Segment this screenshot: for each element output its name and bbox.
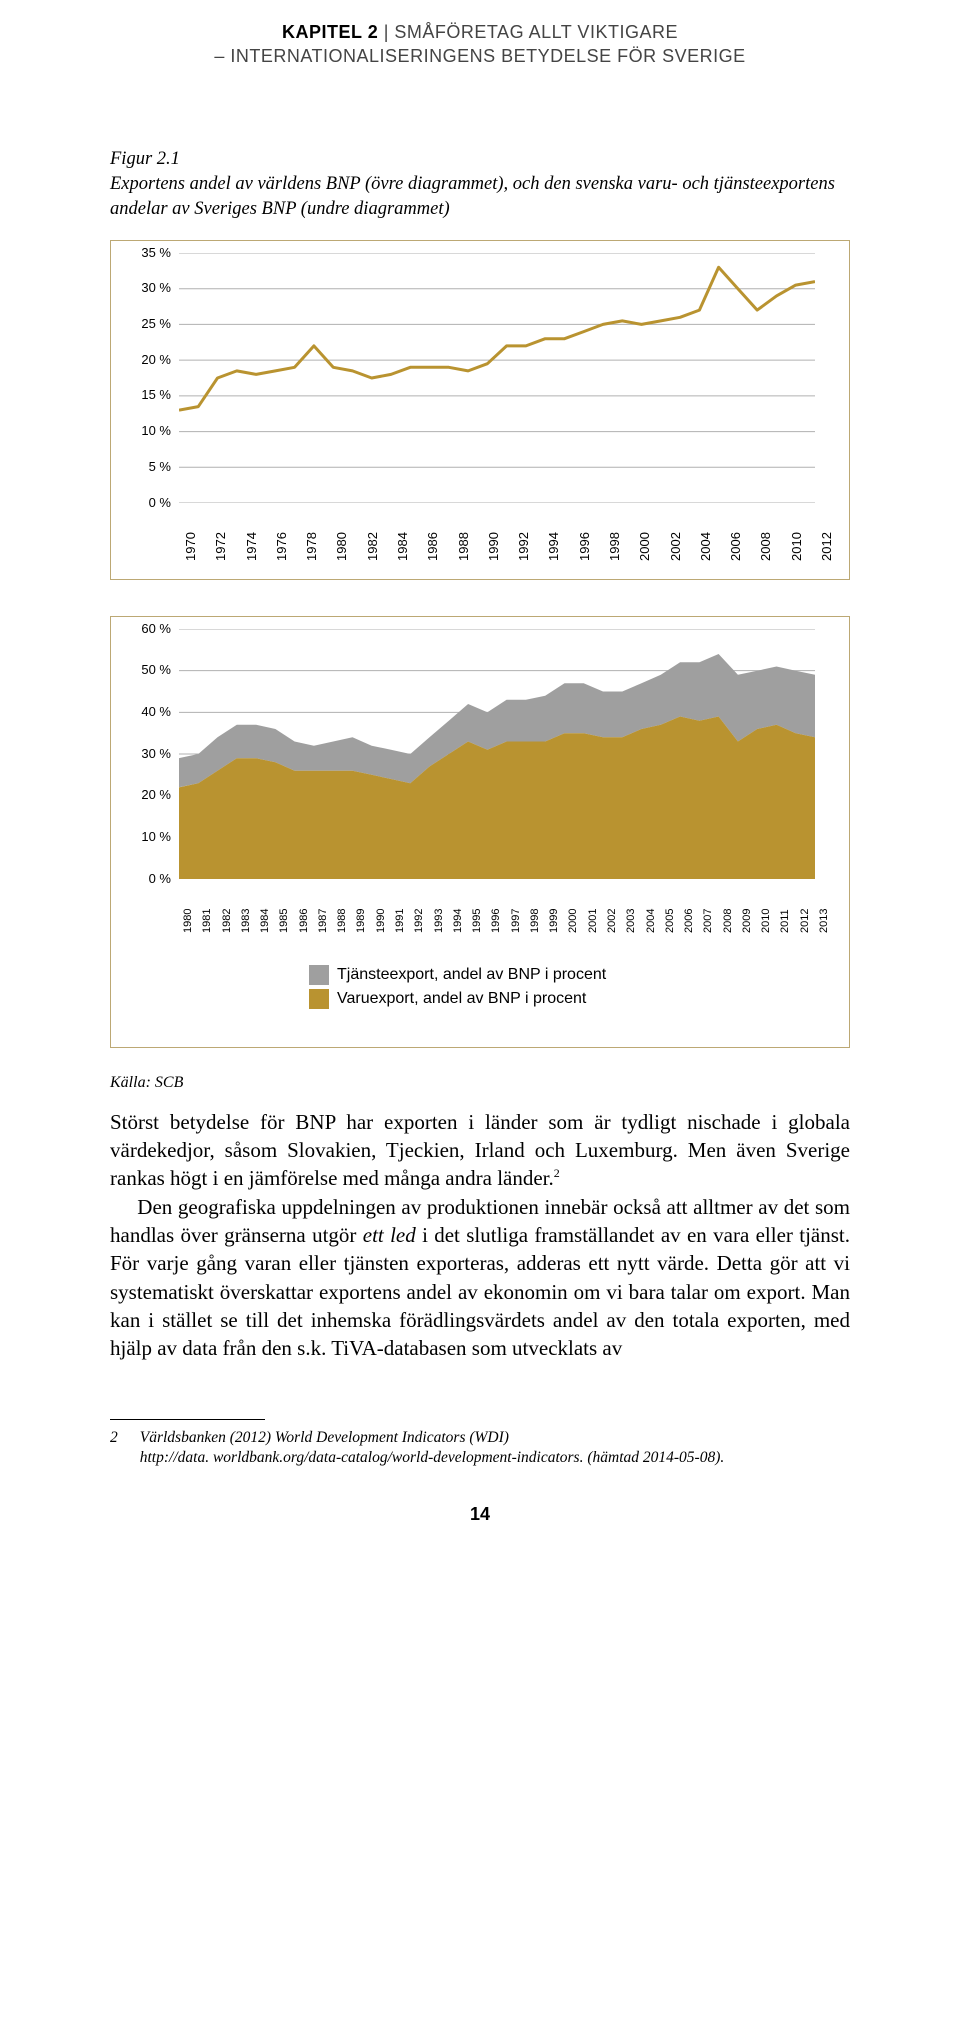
chart-upper-frame: 35 % 30 % 25 % 20 % 15 % 10 % 5 % 0 % 1970 1972 1… — [110, 240, 850, 580]
y-axis-label: 25 % — [127, 316, 171, 331]
x-axis-label: 1981 — [201, 908, 213, 932]
chart-lower: 60 %50 %40 %30 %20 %10 %0 % — [129, 629, 833, 899]
y-axis-label: 0 % — [127, 871, 171, 886]
source-line: Källa: SCB — [110, 1074, 850, 1092]
chart-upper-svg — [179, 253, 815, 503]
x-axis-label: 1992 — [516, 532, 531, 561]
x-axis-label: 2012 — [819, 532, 834, 561]
x-axis-label: 1996 — [490, 908, 502, 932]
x-axis-label: 1982 — [221, 908, 233, 932]
x-axis-label: 2009 — [741, 908, 753, 932]
x-axis-label: 2012 — [799, 908, 811, 932]
y-axis-label: 50 % — [127, 662, 171, 677]
x-axis-label: 1993 — [433, 908, 445, 932]
x-axis-label: 1984 — [259, 908, 271, 932]
y-axis-label: 5 % — [127, 459, 171, 474]
y-axis-label: 30 % — [127, 746, 171, 761]
x-axis-label: 1995 — [471, 908, 483, 932]
x-axis-label: 1997 — [510, 908, 522, 932]
x-axis-label: 1990 — [375, 908, 387, 932]
x-axis-label: 1988 — [456, 532, 471, 561]
x-axis-label: 1986 — [425, 532, 440, 561]
x-axis-label: 1985 — [278, 908, 290, 932]
x-axis-label: 2006 — [683, 908, 695, 932]
x-axis-label: 2005 — [664, 908, 676, 932]
page-header: KAPITEL 2 | SMÅFÖRETAG ALLT VIKTIGARE – … — [110, 20, 850, 69]
chapter-number: KAPITEL 2 — [282, 22, 378, 42]
legend-swatch-services — [309, 965, 329, 985]
x-axis-label: 1998 — [607, 532, 622, 561]
x-axis-label: 2011 — [779, 909, 791, 933]
chart-legend: Tjänsteexport, andel av BNP i procent Va… — [309, 963, 833, 1011]
x-axis-label: 2003 — [625, 908, 637, 932]
x-axis-label: 2008 — [722, 908, 734, 932]
x-axis-label: 1972 — [213, 532, 228, 561]
x-axis-label: 1983 — [240, 908, 252, 932]
y-axis-label: 30 % — [127, 280, 171, 295]
x-axis-label: 1984 — [395, 532, 410, 561]
chart-upper: 35 %30 %25 %20 %15 %10 %5 %0 % — [129, 253, 833, 523]
x-axis-label: 1991 — [394, 908, 406, 932]
footnote: 2 Världsbanken (2012) World Development … — [110, 1428, 850, 1468]
x-axis-label: 1990 — [486, 532, 501, 561]
x-axis-label: 2010 — [789, 532, 804, 561]
x-axis-label: 1999 — [548, 908, 560, 932]
y-axis-label: 0 % — [127, 495, 171, 510]
y-axis-label: 15 % — [127, 387, 171, 402]
x-axis-label: 1986 — [298, 908, 310, 932]
page-number: 14 — [110, 1504, 850, 1525]
y-axis-label: 20 % — [127, 352, 171, 367]
x-axis-label: 1996 — [577, 532, 592, 561]
x-axis-label: 1987 — [317, 908, 329, 932]
legend-item-services: Tjänsteexport, andel av BNP i procent — [309, 963, 833, 987]
figure-title: Figur 2.1 Exportens andel av världens BN… — [110, 147, 850, 222]
x-axis-label: 1988 — [336, 908, 348, 932]
x-axis-label: 2008 — [758, 532, 773, 561]
x-axis-label: 2004 — [698, 532, 713, 561]
x-axis-label: 1998 — [529, 908, 541, 932]
x-axis-label: 1992 — [413, 908, 425, 932]
legend-swatch-goods — [309, 989, 329, 1009]
footnote-separator — [110, 1419, 265, 1420]
x-axis-label: 2002 — [668, 532, 683, 561]
x-axis-label: 2004 — [645, 908, 657, 932]
x-axis-label: 1970 — [183, 532, 198, 561]
x-axis-label: 2006 — [728, 532, 743, 561]
x-axis-label: 1978 — [304, 532, 319, 561]
y-axis-label: 40 % — [127, 704, 171, 719]
chart-lower-frame: 60 % 50 % 40 % 30 % 20 % 10 % 0 % 1980 1981 1982… — [110, 616, 850, 1048]
chart-lower-svg — [179, 629, 815, 879]
y-axis-label: 35 % — [127, 245, 171, 260]
x-axis-label: 1980 — [182, 908, 194, 932]
x-axis-label: 2002 — [606, 908, 618, 932]
y-axis-label: 20 % — [127, 787, 171, 802]
x-axis-label: 2013 — [818, 908, 830, 932]
x-axis-label: 1982 — [365, 532, 380, 561]
x-axis-label: 2010 — [760, 908, 772, 932]
x-axis-label: 2001 — [587, 908, 599, 932]
y-axis-label: 10 % — [127, 829, 171, 844]
legend-item-goods: Varuexport, andel av BNP i procent — [309, 987, 833, 1011]
y-axis-label: 60 % — [127, 621, 171, 636]
x-axis-label: 1976 — [274, 532, 289, 561]
x-axis-label: 1994 — [546, 532, 561, 561]
x-axis-label: 1994 — [452, 908, 464, 932]
x-axis-label: 2000 — [567, 908, 579, 932]
x-axis-label: 1980 — [334, 532, 349, 561]
x-axis-label: 2000 — [637, 532, 652, 561]
x-axis-label: 1989 — [355, 908, 367, 932]
y-axis-label: 10 % — [127, 423, 171, 438]
body-text: Störst betydelse för BNP har exporten i … — [110, 1108, 850, 1363]
x-axis-label: 1974 — [244, 532, 259, 561]
x-axis-label: 2007 — [702, 908, 714, 932]
